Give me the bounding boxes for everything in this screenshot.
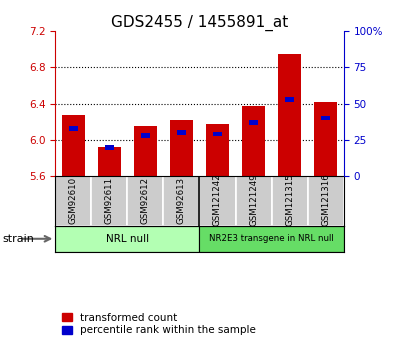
Bar — [164, 176, 199, 226]
Bar — [278, 54, 301, 176]
Bar — [62, 115, 85, 176]
Text: GSM121242: GSM121242 — [213, 174, 222, 226]
Text: GSM92610: GSM92610 — [69, 176, 78, 224]
Text: GSM92612: GSM92612 — [141, 176, 150, 224]
Text: GSM121316: GSM121316 — [321, 174, 330, 226]
Text: strain: strain — [2, 234, 34, 244]
Bar — [177, 130, 186, 135]
Bar — [105, 145, 114, 149]
Bar — [213, 132, 222, 137]
Text: GSM121315: GSM121315 — [285, 174, 294, 226]
Bar — [134, 126, 157, 176]
Bar — [170, 120, 193, 176]
Text: GSM121249: GSM121249 — [249, 174, 258, 226]
Bar — [321, 116, 330, 120]
Text: NRL null: NRL null — [106, 234, 149, 244]
Bar — [199, 226, 344, 252]
Bar — [199, 176, 235, 226]
Text: GSM92611: GSM92611 — [105, 176, 114, 224]
Bar — [206, 124, 229, 176]
Bar — [242, 106, 265, 176]
Text: GSM92613: GSM92613 — [177, 176, 186, 224]
Bar — [249, 120, 258, 125]
Bar — [141, 134, 150, 138]
Title: GDS2455 / 1455891_at: GDS2455 / 1455891_at — [111, 15, 288, 31]
Bar — [91, 176, 127, 226]
Bar — [55, 226, 199, 252]
Bar — [314, 102, 337, 176]
Bar — [127, 176, 164, 226]
Bar — [69, 126, 78, 131]
Bar — [235, 176, 272, 226]
Bar — [285, 97, 294, 101]
Bar — [308, 176, 344, 226]
Text: NR2E3 transgene in NRL null: NR2E3 transgene in NRL null — [209, 234, 334, 243]
Bar — [98, 147, 121, 176]
Bar — [272, 176, 308, 226]
Bar — [55, 176, 91, 226]
Legend: transformed count, percentile rank within the sample: transformed count, percentile rank withi… — [60, 312, 257, 336]
